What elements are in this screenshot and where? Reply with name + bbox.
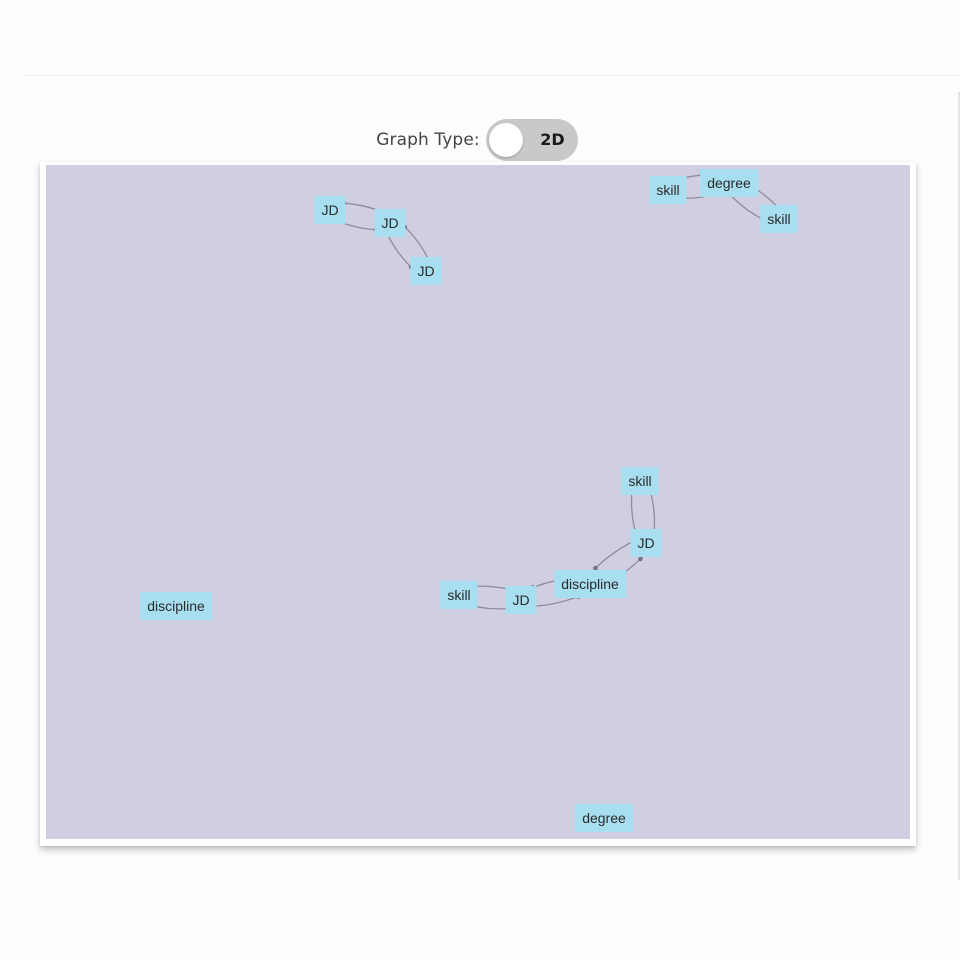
graph-node[interactable]: JD bbox=[505, 586, 536, 614]
header-divider bbox=[24, 75, 960, 76]
graph-node[interactable]: JD bbox=[630, 529, 661, 557]
edge-arrowhead bbox=[638, 557, 643, 562]
graph-node[interactable]: degree bbox=[700, 169, 758, 197]
graph-node[interactable]: skill bbox=[621, 467, 658, 495]
graph-node[interactable]: JD bbox=[314, 196, 345, 224]
graph-node[interactable]: degree bbox=[575, 804, 633, 832]
graph-node[interactable]: discipline bbox=[554, 570, 626, 598]
graph-type-toggle[interactable]: 2D bbox=[486, 119, 578, 161]
graph-node[interactable]: JD bbox=[410, 257, 441, 285]
graph-node[interactable]: JD bbox=[374, 209, 405, 237]
graph-node[interactable]: skill bbox=[440, 581, 477, 609]
graph-node[interactable]: skill bbox=[760, 205, 797, 233]
graph-node[interactable]: discipline bbox=[140, 592, 212, 620]
toggle-knob[interactable] bbox=[489, 123, 523, 157]
graph-type-label: Graph Type: bbox=[376, 130, 479, 150]
graph-node[interactable]: skill bbox=[649, 176, 686, 204]
graph-type-controls: Graph Type: 2D bbox=[0, 118, 960, 162]
graph-edges-layer bbox=[46, 165, 910, 839]
graph-type-row: Graph Type: 2D bbox=[376, 119, 577, 161]
toggle-value: 2D bbox=[540, 130, 564, 149]
graph-canvas[interactable]: JD JD JD skill degree skill skill JD discipline s… bbox=[46, 165, 910, 839]
